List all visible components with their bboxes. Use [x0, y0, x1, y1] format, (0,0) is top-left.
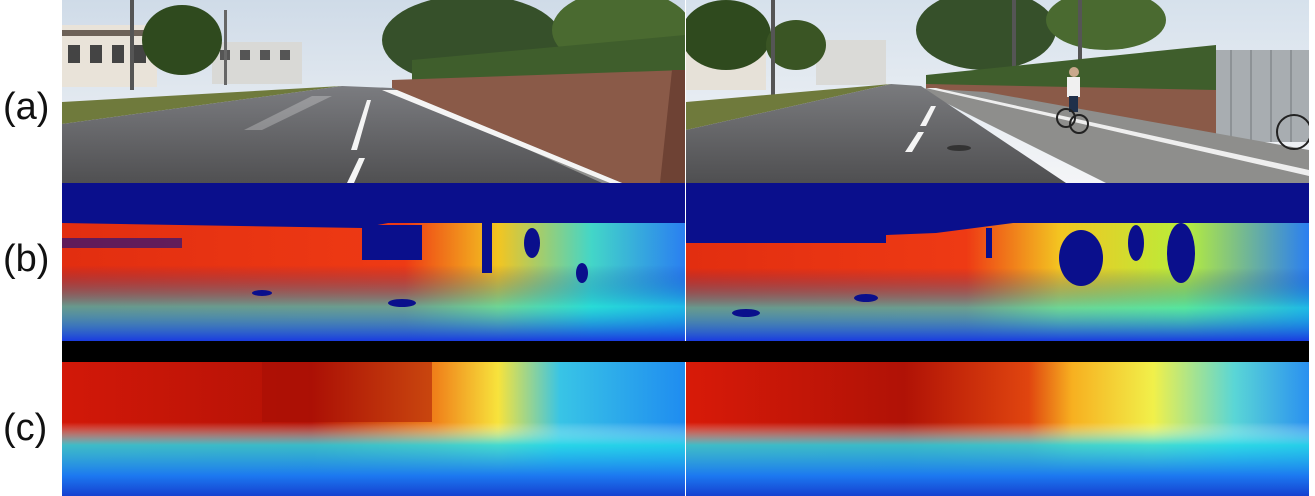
row-label-a: (a): [3, 86, 50, 128]
rgb-image-left: [62, 0, 685, 183]
dense-depth-right: [686, 362, 1309, 496]
sparse-depth-left: [62, 183, 685, 341]
sparse-depth-right: [686, 183, 1309, 341]
rgb-image-right: [686, 0, 1309, 183]
dense-depth-left: [62, 362, 685, 496]
row-label-b: (b): [3, 238, 50, 280]
separator-band: [62, 341, 1309, 362]
row-label-c: (c): [3, 407, 48, 449]
